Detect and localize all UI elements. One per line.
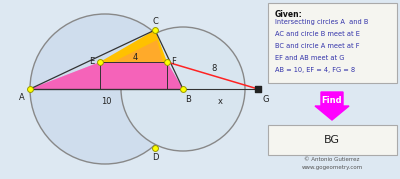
Text: www.gogeometry.com: www.gogeometry.com: [301, 165, 363, 170]
Text: D: D: [152, 154, 158, 163]
Text: AC and circle B meet at E: AC and circle B meet at E: [275, 31, 360, 37]
Circle shape: [121, 27, 245, 151]
Text: C: C: [152, 18, 158, 26]
Text: Intersecting circles A  and B: Intersecting circles A and B: [275, 19, 368, 25]
Text: EF and AB meet at G: EF and AB meet at G: [275, 55, 344, 61]
Point: [152, 29, 158, 32]
Text: G: G: [263, 95, 269, 103]
Polygon shape: [30, 62, 183, 89]
Point: [180, 88, 186, 90]
Text: AB = 10, EF = 4, FG = 8: AB = 10, EF = 4, FG = 8: [275, 67, 355, 73]
Text: x: x: [218, 96, 223, 105]
Text: © Antonio Gutierrez: © Antonio Gutierrez: [304, 157, 360, 162]
Point: [27, 88, 33, 90]
FancyBboxPatch shape: [268, 3, 397, 83]
Text: Given:: Given:: [275, 10, 303, 19]
Text: 10: 10: [101, 96, 112, 105]
Text: Find: Find: [322, 96, 342, 105]
Text: E: E: [89, 57, 95, 67]
Text: 8: 8: [212, 64, 217, 73]
Text: F: F: [172, 57, 176, 67]
FancyArrow shape: [315, 92, 349, 120]
Point: [152, 147, 158, 149]
Point: [255, 88, 261, 90]
Point: [97, 61, 103, 63]
Text: BG: BG: [324, 135, 340, 145]
Polygon shape: [30, 62, 183, 89]
Polygon shape: [105, 40, 164, 66]
Polygon shape: [100, 30, 167, 62]
FancyBboxPatch shape: [268, 125, 397, 155]
Circle shape: [30, 14, 180, 164]
Text: 4: 4: [133, 52, 138, 62]
Text: A: A: [19, 93, 25, 101]
Polygon shape: [100, 30, 167, 62]
Text: B: B: [185, 95, 191, 103]
Point: [164, 61, 170, 63]
Text: BC and circle A meet at F: BC and circle A meet at F: [275, 43, 360, 49]
